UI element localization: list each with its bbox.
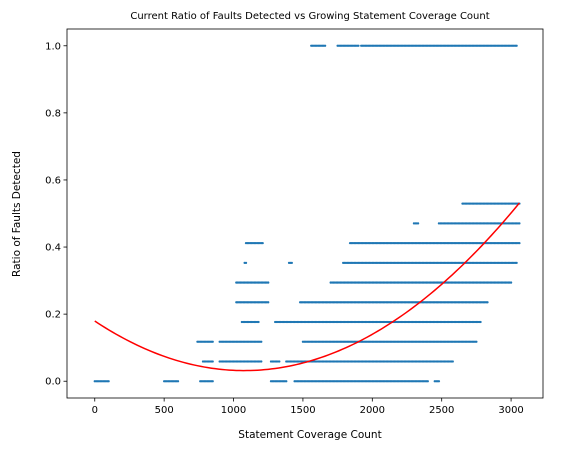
x-tick-label: 1000	[221, 405, 246, 416]
scatter-point	[260, 360, 263, 363]
scatter-point	[475, 340, 478, 343]
scatter-point	[211, 340, 214, 343]
x-tick-label: 500	[155, 405, 174, 416]
scatter-point	[518, 222, 521, 225]
scatter-point	[211, 360, 214, 363]
y-tick-label: 0.4	[45, 243, 61, 254]
y-tick-label: 0.0	[45, 377, 61, 388]
scatter-point	[261, 241, 264, 245]
y-tick-label: 0.8	[45, 108, 61, 119]
scatter-point	[426, 380, 429, 383]
scatter-point	[416, 222, 420, 225]
x-tick-label: 3000	[498, 405, 523, 416]
y-tick-label: 1.0	[45, 41, 61, 52]
scatter-point	[518, 241, 521, 245]
x-tick-label: 2500	[429, 405, 454, 416]
plot-frame	[66, 28, 544, 399]
x-tick-label: 1500	[290, 405, 315, 416]
y-tick-label: 0.6	[45, 175, 61, 186]
y-tick-label: 0.2	[45, 310, 61, 321]
fit-curve-line	[94, 202, 520, 372]
scatter-points	[93, 44, 521, 383]
scatter-point	[211, 380, 214, 383]
scatter-point	[486, 301, 489, 304]
scatter-point	[107, 380, 110, 383]
scatter-point	[267, 281, 270, 284]
scatter-point	[515, 261, 518, 264]
scatter-point	[267, 301, 270, 304]
scatter-point	[278, 360, 281, 363]
scatter-point	[285, 380, 288, 383]
x-axis-title: Statement Coverage Count	[238, 429, 381, 441]
scatter-point	[290, 261, 293, 264]
scatter-point	[244, 261, 248, 264]
scatter-point	[479, 320, 482, 324]
scatter-point	[257, 320, 260, 324]
scatter-point	[357, 44, 360, 47]
scatter-point	[260, 340, 263, 343]
scatter-point	[509, 281, 513, 284]
scatter-point	[515, 44, 518, 47]
scatter-point	[451, 360, 454, 363]
scatter-point	[176, 380, 180, 383]
y-axis-title: Ratio of Faults Detected	[11, 151, 23, 277]
scatter-point	[437, 380, 441, 383]
scatter-point	[323, 44, 327, 47]
chart-title: Current Ratio of Faults Detected vs Grow…	[130, 11, 489, 22]
axes: 0 500 1000 1500 2000 2500 3000 0.0 0.2 0.4 0.6 0.8 1…	[45, 28, 544, 416]
x-tick-label: 2000	[360, 405, 385, 416]
x-tick-label: 0	[92, 405, 98, 416]
